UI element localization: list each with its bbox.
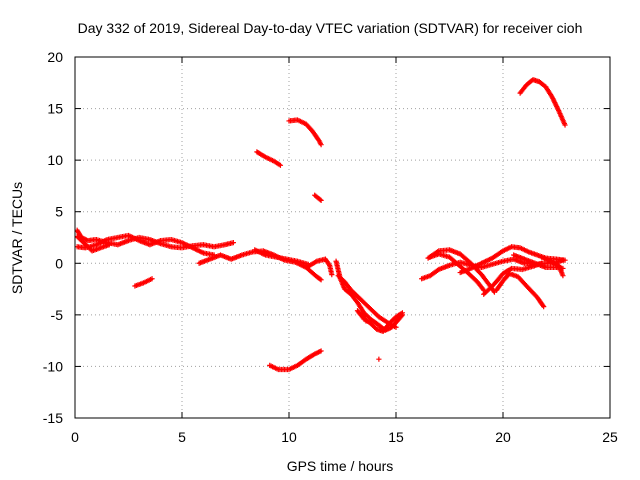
series-arc-j xyxy=(312,192,324,203)
axes: 0 5 10 15 20 25 -15 -10 -5 0 5 10 15 20 xyxy=(43,49,618,445)
data-point xyxy=(560,273,566,279)
series-arc-p xyxy=(376,356,382,362)
y-tick-label: 10 xyxy=(47,152,63,168)
series-arc-f xyxy=(252,247,311,267)
data-point xyxy=(277,162,284,168)
series-arc-h xyxy=(254,149,284,168)
y-axis-label: SDTVAR / TECUs xyxy=(9,182,25,294)
y-tick-label: 5 xyxy=(55,204,63,220)
data-point xyxy=(376,356,382,362)
data-point xyxy=(317,276,323,282)
y-tick-label: 20 xyxy=(47,49,63,65)
data-point xyxy=(149,276,155,282)
series-arc-b xyxy=(74,232,217,258)
y-tick-label: -10 xyxy=(43,358,63,374)
data-point xyxy=(363,318,369,324)
grid xyxy=(75,57,610,418)
x-tick-label: 0 xyxy=(71,429,79,445)
data-point xyxy=(106,242,112,248)
series-arc-u xyxy=(493,271,547,310)
y-tick-label: -5 xyxy=(51,307,64,323)
data-point xyxy=(541,304,547,310)
series-arc-o xyxy=(359,310,369,324)
y-tick-label: 15 xyxy=(47,101,63,117)
series-arc-v xyxy=(457,244,568,276)
series-arc-s xyxy=(427,251,487,293)
data-point xyxy=(329,272,335,278)
series-arc-d xyxy=(132,276,155,289)
x-tick-label: 20 xyxy=(495,429,511,445)
x-tick-label: 15 xyxy=(388,429,404,445)
data-point xyxy=(399,310,406,316)
data-point xyxy=(318,348,324,354)
data-point xyxy=(562,257,568,263)
y-tick-label: 0 xyxy=(55,255,63,271)
x-tick-label: 10 xyxy=(281,429,297,445)
data-point xyxy=(393,324,399,330)
y-tick-label: -15 xyxy=(43,410,63,426)
series-arc-y xyxy=(517,77,568,128)
data-marks xyxy=(74,77,568,373)
chart-title: Day 332 of 2019, Sidereal Day-to-day VTE… xyxy=(78,20,583,36)
x-tick-label: 25 xyxy=(602,429,618,445)
series-arc-c xyxy=(74,233,112,254)
series-arc-x xyxy=(538,254,566,279)
x-axis-label: GPS time / hours xyxy=(287,458,394,474)
series-arc-t xyxy=(481,260,545,297)
data-point xyxy=(230,240,236,246)
data-point xyxy=(562,122,568,128)
series-arc-k xyxy=(267,348,324,373)
series-arc-g xyxy=(305,256,335,278)
plot-frame xyxy=(74,56,611,419)
series-arc-i xyxy=(286,117,324,148)
series-arc-m xyxy=(335,273,399,330)
data-point xyxy=(318,197,324,203)
data-point xyxy=(318,277,324,283)
data-point xyxy=(318,142,324,148)
x-tick-label: 5 xyxy=(178,429,186,445)
data-point xyxy=(317,196,323,203)
